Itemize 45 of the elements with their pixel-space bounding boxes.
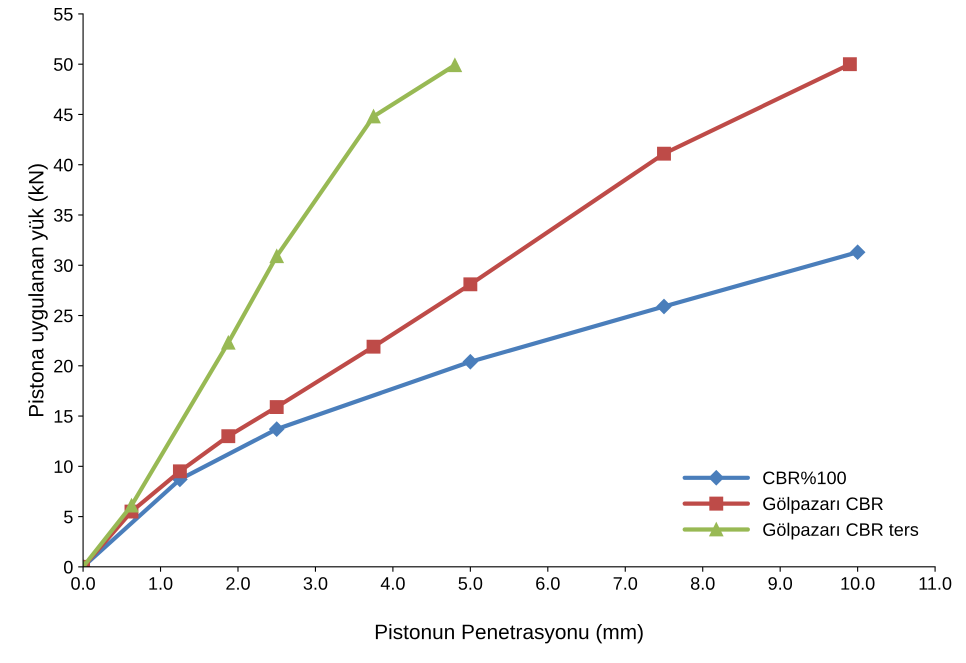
- x-tick-label: 0.0: [71, 577, 95, 590]
- x-tick-label: 3.0: [304, 577, 328, 590]
- point: [842, 57, 857, 72]
- legend-label: CBR%100: [763, 471, 846, 484]
- x-tick-label: 1.0: [149, 577, 172, 590]
- point: [270, 249, 284, 264]
- legend-label: Gölpazarı CBR: [763, 496, 883, 514]
- point: [221, 336, 236, 350]
- y-tick-label: 40: [54, 158, 73, 172]
- x-tick-label: 2.0: [226, 577, 250, 590]
- y-tick-label: 0: [64, 560, 73, 574]
- x-tick-label: 10.0: [841, 577, 874, 590]
- x-tick-label: 11.0: [920, 577, 952, 590]
- y-tick-label: 25: [54, 309, 73, 322]
- point: [124, 498, 138, 512]
- y-tick-label: 45: [54, 108, 73, 122]
- y-tick-label: 20: [54, 360, 73, 373]
- x-axis-title: Pistonun Penetrasyonu (mm): [376, 624, 643, 644]
- point: [172, 464, 187, 478]
- point: [270, 400, 284, 414]
- y-tick-label: 5: [64, 510, 73, 524]
- point: [448, 58, 462, 72]
- y-tick-label: 50: [54, 58, 73, 71]
- point: [462, 354, 478, 370]
- point: [463, 277, 478, 292]
- y-tick-label: 35: [54, 208, 73, 222]
- point: [269, 422, 284, 437]
- x-tick-label: 6.0: [536, 577, 560, 590]
- point: [656, 298, 672, 314]
- point: [366, 340, 380, 354]
- x-tick-label: 7.0: [614, 577, 638, 590]
- point: [366, 110, 380, 124]
- x-tick-label: 8.0: [690, 577, 715, 590]
- point: [850, 244, 866, 260]
- legend-label: Gölpazarı CBR ters: [763, 522, 918, 540]
- y-tick-label: 30: [54, 259, 73, 272]
- point: [657, 146, 671, 161]
- y-axis-title: Pistona uygulanan yük (kN): [28, 164, 48, 416]
- y-tick-label: 10: [54, 460, 73, 474]
- y-tick-label: 55: [54, 8, 73, 21]
- y-tick-label: 15: [54, 410, 73, 423]
- x-tick-label: 9.0: [768, 577, 792, 590]
- x-tick-label: 4.0: [380, 577, 405, 590]
- point: [221, 429, 236, 444]
- x-tick-label: 5.0: [458, 577, 482, 590]
